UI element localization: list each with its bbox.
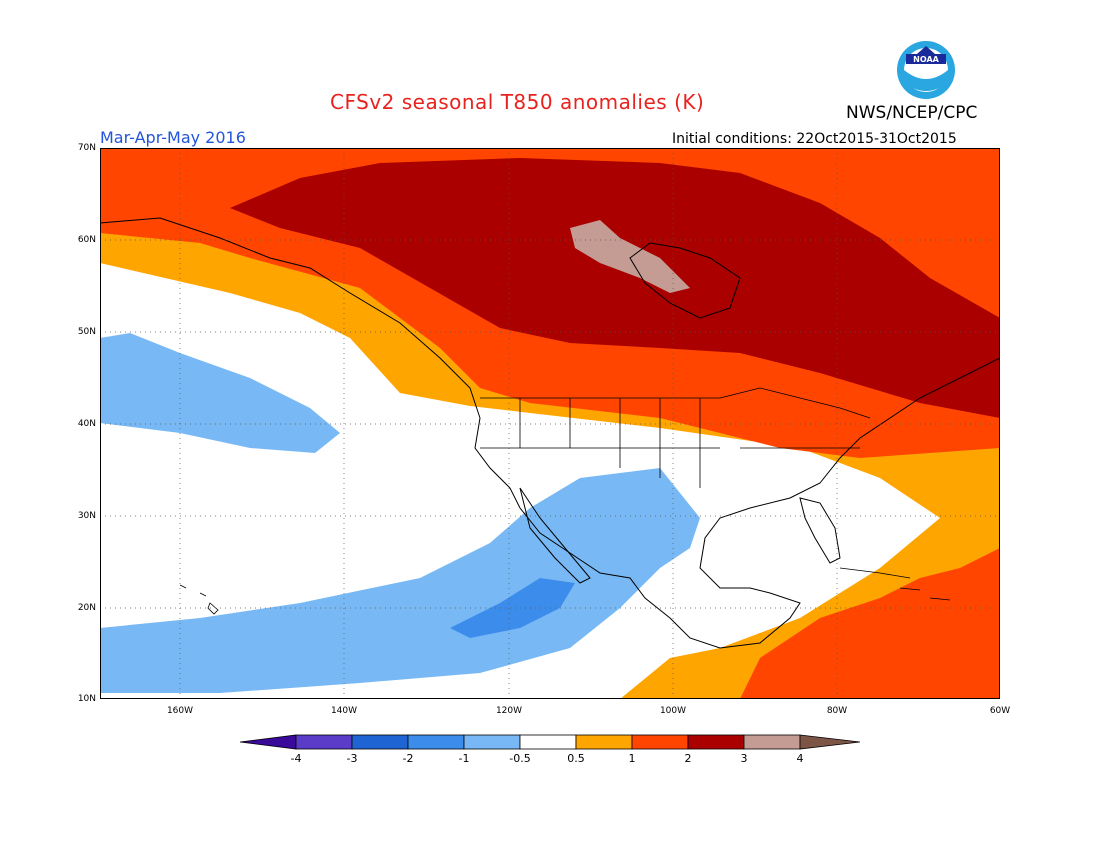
- lon-label-100w: 100W: [659, 706, 687, 716]
- lon-label-80w: 80W: [826, 706, 848, 716]
- lat-label-70n: 70N: [77, 143, 96, 153]
- colorbar: [240, 734, 860, 750]
- colorbar-label: 1: [628, 752, 636, 765]
- hudson-bay-outline: [629, 242, 741, 319]
- colorbar-cell-1-2: [631, 734, 689, 750]
- colorbar-cell-neg05-05: [519, 734, 577, 750]
- anomaly-region-lightblue-south: [100, 468, 700, 693]
- lat-label-10n: 10N: [77, 694, 96, 704]
- north-america-coastline: [100, 217, 1000, 649]
- lon-label-160w: 160W: [166, 706, 194, 716]
- map-title: CFSv2 seasonal T850 anomalies (K): [330, 90, 705, 114]
- anomaly-region-darkred: [230, 158, 1000, 418]
- anomaly-region-midblue: [450, 578, 575, 638]
- us-border-lines: [480, 387, 871, 488]
- colorbar-cell-gt-4: [799, 734, 860, 750]
- colorbar-cell-lt-4: [240, 734, 297, 750]
- colorbar-cell-neg2-neg1: [407, 734, 465, 750]
- colorbar-label: -0.5: [509, 752, 531, 765]
- colorbar-cell-neg1-neg05: [463, 734, 521, 750]
- map-frame: [100, 148, 1000, 699]
- colorbar-label: -3: [346, 752, 358, 765]
- colorbar-label: -2: [402, 752, 414, 765]
- florida-outline: [799, 497, 841, 564]
- noaa-logo-icon: NOAA: [897, 41, 955, 99]
- colorbar-label: -4: [290, 752, 302, 765]
- colorbar-label: -1: [458, 752, 470, 765]
- lat-label-50n: 50N: [77, 327, 96, 337]
- svg-text:NOAA: NOAA: [913, 55, 939, 64]
- colorbar-cell-neg3-neg2: [351, 734, 409, 750]
- initial-conditions: Initial conditions: 22Oct2015-31Oct2015: [672, 131, 957, 147]
- lat-label-60n: 60N: [77, 235, 96, 245]
- caribbean-islands: [839, 567, 951, 601]
- baja-outline: [519, 487, 591, 584]
- lon-label-120w: 120W: [495, 706, 523, 716]
- lat-label-30n: 30N: [77, 511, 96, 521]
- anomaly-region-red-south: [740, 548, 1000, 699]
- colorbar-cell-3-4: [743, 734, 801, 750]
- colorbar-cell-05-1: [575, 734, 633, 750]
- colorbar-label: 2: [684, 752, 692, 765]
- anomaly-map: [100, 148, 1000, 699]
- anomaly-region-tan: [570, 220, 690, 293]
- lat-label-40n: 40N: [77, 419, 96, 429]
- agency-label: NWS/NCEP/CPC: [846, 103, 978, 123]
- colorbar-label: 0.5: [567, 752, 585, 765]
- colorbar-label: 3: [740, 752, 748, 765]
- map-grid: [100, 148, 1000, 699]
- lon-label-60w: 60W: [989, 706, 1011, 716]
- lon-label-140w: 140W: [330, 706, 358, 716]
- colorbar-cell-2-3: [687, 734, 745, 750]
- colorbar-label: 4: [796, 752, 804, 765]
- colorbar-cell-neg4-neg3: [295, 734, 353, 750]
- anomaly-region-lightblue-north: [100, 333, 340, 453]
- lat-label-20n: 20N: [77, 603, 96, 613]
- forecast-period: Mar-Apr-May 2016: [100, 128, 246, 147]
